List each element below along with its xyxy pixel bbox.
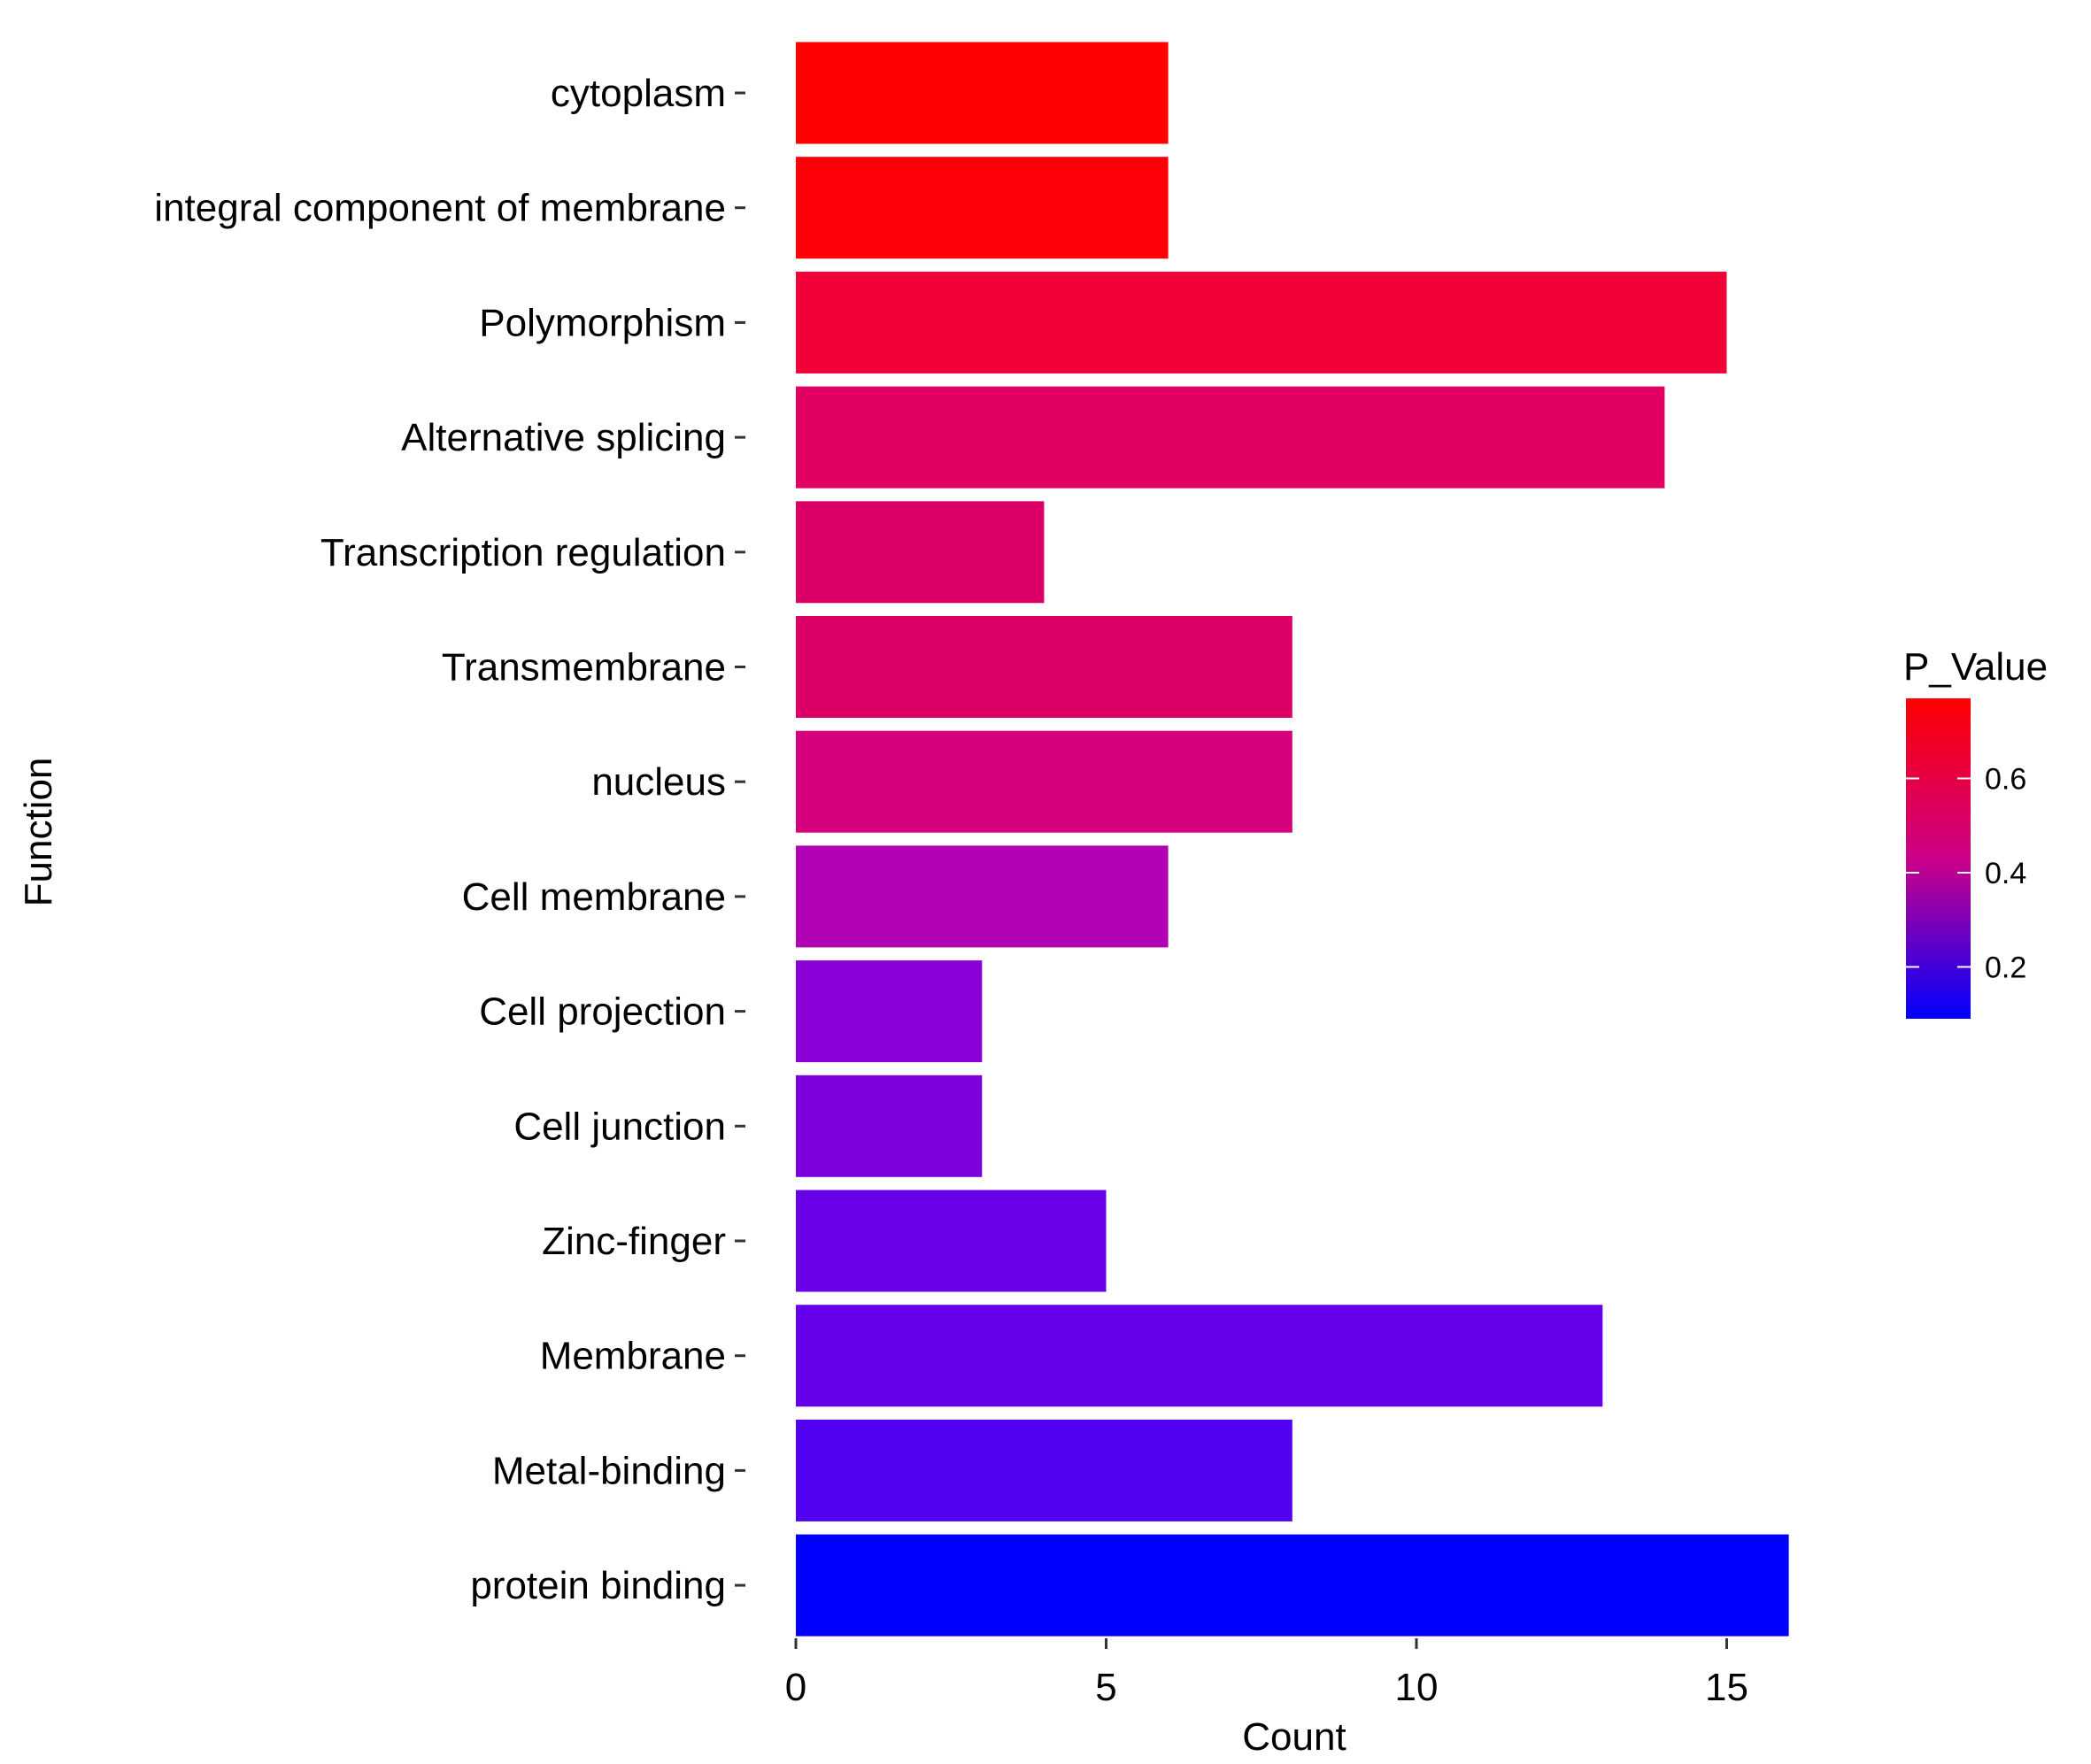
legend-tick-label: 0.6	[1985, 763, 2026, 797]
bar	[796, 42, 1169, 144]
x-tick-label: 0	[785, 1666, 806, 1709]
y-tick-label: Polymorphism	[479, 301, 726, 344]
x-axis: 0 5 10 15	[785, 1638, 1748, 1709]
legend-title: P_Value	[1903, 645, 2048, 689]
y-tick-label: Cell junction	[513, 1105, 726, 1148]
y-tick-label: Zinc-finger	[542, 1220, 726, 1263]
legend: P_Value 0.6 0.4 0.2	[1903, 645, 2048, 1019]
y-axis: cytoplasm integral component of membrane P…	[154, 72, 745, 1607]
x-tick-label: 15	[1705, 1666, 1748, 1709]
bars	[796, 42, 1789, 1637]
bar	[796, 386, 1665, 489]
bar	[796, 157, 1169, 259]
legend-tick-label: 0.2	[1985, 951, 2026, 984]
y-tick-label: cytoplasm	[551, 72, 726, 115]
x-tick-label: 10	[1395, 1666, 1439, 1709]
y-axis-label: Function	[17, 758, 60, 907]
x-axis-label: Count	[1242, 1715, 1346, 1759]
bar	[796, 1534, 1789, 1637]
y-tick-label: Transmembrane	[442, 646, 726, 689]
y-tick-label: Transcription regulation	[320, 531, 726, 574]
y-tick-label: Membrane	[540, 1335, 726, 1378]
bar	[796, 1075, 983, 1177]
y-tick-label: Alternative splicing	[401, 416, 726, 459]
y-tick-label: integral component of membrane	[154, 187, 726, 230]
bar	[796, 1190, 1107, 1292]
bar	[796, 1305, 1603, 1407]
bar	[796, 271, 1727, 374]
y-tick-label: Metal-binding	[492, 1449, 726, 1492]
x-tick-label: 5	[1095, 1666, 1116, 1709]
legend-colorbar	[1906, 698, 1971, 1019]
bar	[796, 730, 1292, 833]
y-tick-label: protein binding	[470, 1564, 726, 1607]
legend-tick-label: 0.4	[1985, 857, 2026, 890]
bar	[796, 845, 1169, 948]
y-tick-label: Cell membrane	[462, 875, 726, 919]
y-tick-label: nucleus	[591, 760, 726, 804]
bar	[796, 960, 983, 1063]
bar	[796, 501, 1045, 604]
y-tick-label: Cell projection	[479, 990, 726, 1034]
bar	[796, 616, 1292, 718]
bar	[796, 1419, 1292, 1521]
